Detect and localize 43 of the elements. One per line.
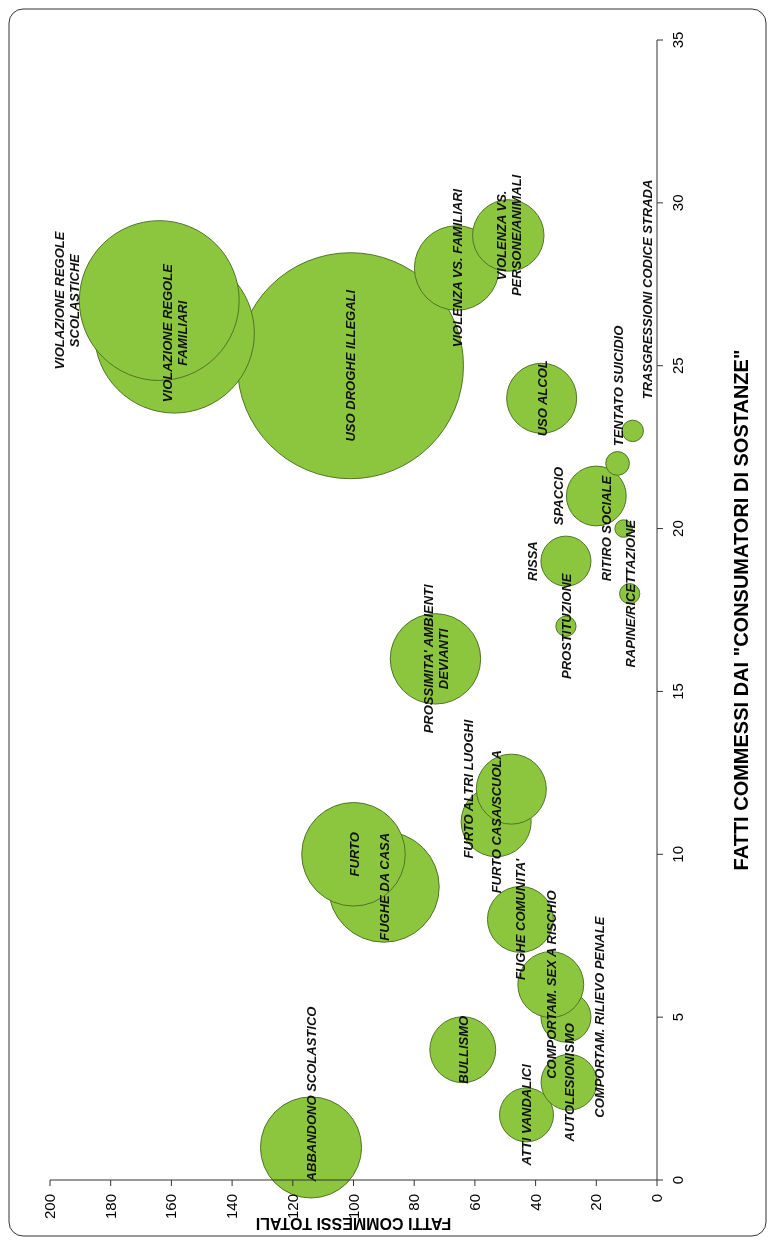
- data-label: RISSA: [525, 541, 541, 582]
- x-tick-label: 80: [405, 1194, 423, 1211]
- x-tick-label: 200: [41, 1194, 58, 1220]
- y-tick-label: 0: [669, 1175, 686, 1185]
- data-label: TENTATO SUICIDIO: [610, 325, 626, 447]
- data-label: RITIRO SOCIALE: [599, 475, 615, 582]
- data-label: COMPORTAM. SEX A RISCHIO: [543, 890, 559, 1079]
- data-label: FUGHE DA CASA: [376, 832, 392, 941]
- x-tick-label: 40: [526, 1194, 544, 1211]
- data-label: USO ALCOL: [534, 360, 550, 437]
- data-label: AUTOLESIONISMO: [561, 1023, 577, 1143]
- data-label: BULLISMO: [455, 1015, 471, 1084]
- data-label: FURTO CASA/SCUOLA: [489, 750, 505, 894]
- y-tick-label: 35: [669, 31, 686, 49]
- y-tick-label: 25: [669, 357, 686, 375]
- data-label: VIOLAZIONE REGOLE FAMILIARI: [159, 263, 190, 403]
- y-tick-label: 10: [669, 845, 686, 863]
- data-label: SPACCIO: [550, 466, 566, 526]
- data-label: PROSTITUZIONE: [558, 573, 574, 680]
- data-label: FURTO: [346, 832, 362, 877]
- y-tick-label: 30: [669, 194, 686, 212]
- y-tick-label: 15: [669, 683, 686, 700]
- x-tick-label: 140: [223, 1194, 241, 1220]
- data-label: VIOLAZIONE REGOLE SCOLASTICHE: [51, 231, 82, 370]
- data-label: USO DROGHE ILLEGALI: [343, 289, 359, 442]
- data-label: FURTO ALTRI LUOGHI: [460, 719, 476, 859]
- data-label: TRASGRESSIONI CODICE STRADA: [639, 179, 655, 400]
- x-tick-label: 0: [648, 1194, 665, 1203]
- y-tick-label: 20: [669, 520, 686, 537]
- data-label: PROSSIMITA' AMBIENTI DEVIANTI: [420, 583, 451, 734]
- x-tick-label: 60: [465, 1194, 483, 1211]
- y-axis-title: FATTI COMMESSI DAI "CONSUMATORI DI SOSTANZE": [730, 349, 752, 871]
- data-label: VIOLENZA VS. FAMILIARI: [449, 188, 465, 348]
- data-label: VIOLENZA VS. PERSONE/ANIMALI: [493, 174, 524, 297]
- x-tick-label: 160: [162, 1194, 180, 1220]
- y-tick-label: 5: [669, 1012, 686, 1022]
- x-tick-label: 20: [587, 1194, 605, 1211]
- data-label: ABBANDONO SCOLASTICO: [304, 1006, 320, 1183]
- data-label: RAPINE/RICETTAZIONE: [622, 519, 638, 668]
- data-label: FUGHE COMUNITA': [513, 857, 529, 981]
- data-label: ATTI VANDALICI: [519, 1063, 535, 1167]
- data-label: COMPORTAM. RILIEVO PENALE: [592, 916, 608, 1118]
- x-tick-label: 180: [101, 1194, 119, 1220]
